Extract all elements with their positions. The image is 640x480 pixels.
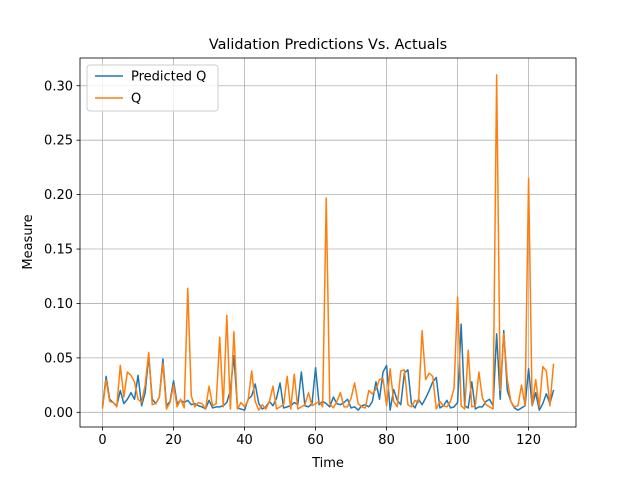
legend-label: Q [131,92,141,107]
series-lines [101,74,555,411]
x-tick-label: 60 [307,433,324,448]
legend-label: Predicted Q [131,70,206,85]
series-line-predicted-q [101,323,555,411]
plot-frame [79,57,577,428]
x-tick-label: 120 [516,433,541,448]
y-tick-label: 0.20 [44,188,73,203]
x-tick-label: 0 [98,433,106,448]
y-tick-label: 0.10 [44,297,73,312]
x-tick-label: 20 [165,433,182,448]
x-tick-label: 40 [236,433,253,448]
y-tick-label: 0.05 [44,351,73,366]
axis-ticks: 0 20 40 60 80 100 120 0.00 0.05 0.10 0.15 0.20 0.25 0… [44,79,541,448]
y-tick-label: 0.30 [44,79,73,94]
x-tick-label: 80 [378,433,395,448]
y-tick-label: 0.00 [44,406,73,421]
chart-title: Validation Predictions Vs. Actuals [209,37,447,53]
y-tick-label: 0.15 [44,243,73,258]
y-axis-label: Measure [21,214,36,269]
y-tick-label: 0.25 [44,134,73,149]
legend: Predicted Q Q [86,64,219,112]
x-axis-label: Time [311,456,344,471]
grid-lines [80,58,576,427]
x-tick-label: 100 [445,433,470,448]
series-line-q [101,74,555,411]
